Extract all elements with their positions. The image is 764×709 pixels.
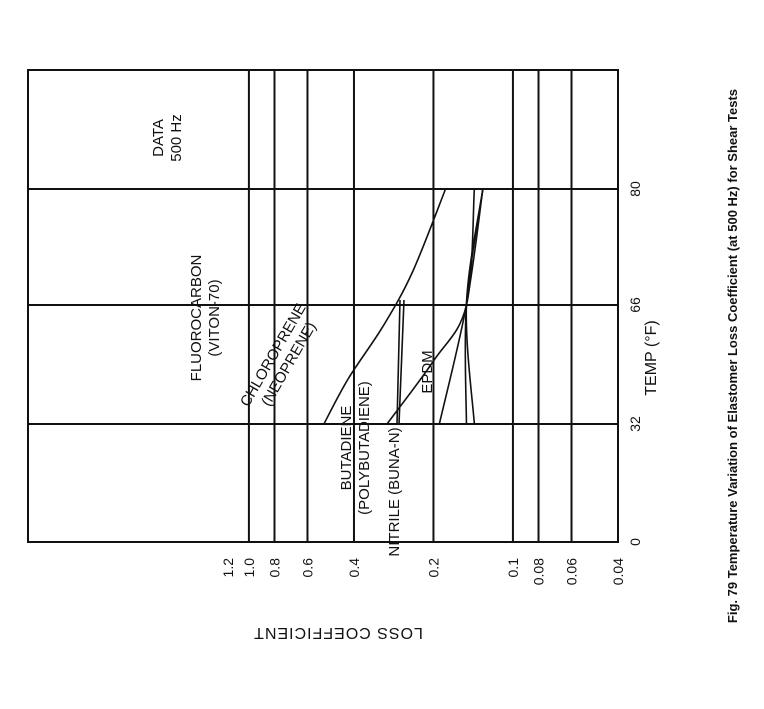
series-label-chloroprene: CHLOROPRENE(NEOPRENE) xyxy=(237,301,325,419)
y-tick-label: 0.06 xyxy=(564,558,580,585)
grid-layer xyxy=(27,69,619,543)
y-tick-label: 0.4 xyxy=(346,558,362,578)
x-tick-label: 0 xyxy=(627,538,643,546)
x-tick-label: 66 xyxy=(627,297,643,313)
y-tick-label: 1.2 xyxy=(220,558,236,578)
y-tick-label: 0.6 xyxy=(299,558,315,578)
x-axis-title: TEMP (°F) xyxy=(643,320,660,395)
tick-layer: 1.2 1.0 0.8 0.6 0.4 0.2 0.1 0.08 0.06 0.04 0 32 66 80 xyxy=(220,181,643,585)
label-layer: FLUOROCARBON(VITON-70) CHLOROPRENE(NEOPRE… xyxy=(150,114,436,556)
series-label-line: BUTADIENE xyxy=(338,406,355,491)
series-line-epdm xyxy=(465,188,484,425)
series-line-nitrile xyxy=(464,188,484,425)
series-leader-nitrile xyxy=(398,299,405,425)
series-label-fluorocarbon: FLUOROCARBON(VITON-70) xyxy=(188,255,223,382)
series-label-line: (VITON-70) xyxy=(206,279,223,356)
series-label-nitrile: NITRILE (BUNA-N) xyxy=(386,427,403,556)
y-tick-label: 0.2 xyxy=(425,558,441,578)
data-annotation-line: 500 Hz xyxy=(168,114,185,162)
x-tick-label: 32 xyxy=(627,416,643,432)
y-tick-label: 0.8 xyxy=(266,558,282,578)
series-label-line: NITRILE (BUNA-N) xyxy=(386,427,403,556)
y-tick-label: 1.0 xyxy=(241,558,257,578)
figure-caption: Fig. 79 Temperature Variation of Elastom… xyxy=(725,89,740,623)
series-label-butadiene: BUTADIENE(POLYBUTADIENE) xyxy=(338,381,373,515)
series-line-chloroprene xyxy=(386,188,476,425)
x-tick-label: 80 xyxy=(627,181,643,197)
data-annotation-line: DATA xyxy=(150,119,167,157)
series-label-line: FLUOROCARBON xyxy=(188,255,205,382)
series-label-line: (POLYBUTADIENE) xyxy=(356,381,373,515)
y-tick-label: 0.08 xyxy=(531,558,547,585)
series-label-epdm: EPDM xyxy=(419,350,436,393)
series-label-line: EPDM xyxy=(419,350,436,393)
series-leader-butadiene xyxy=(396,299,401,425)
y-tick-label: 0.04 xyxy=(610,558,626,585)
y-tick-label: 0.1 xyxy=(505,558,521,578)
curve-layer xyxy=(178,188,484,425)
data-annotation: DATA500 Hz xyxy=(150,114,185,162)
y-axis-title: LOSS COEFFICIENT xyxy=(253,624,423,641)
series-line-fluorocarbon xyxy=(323,188,447,425)
